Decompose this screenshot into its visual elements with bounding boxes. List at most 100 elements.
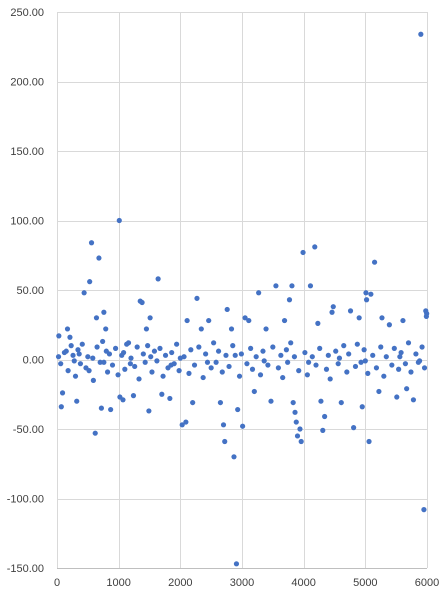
data-points-layer xyxy=(55,31,430,567)
data-point xyxy=(108,406,114,413)
data-point xyxy=(98,405,104,411)
data-point xyxy=(315,320,321,326)
data-point xyxy=(71,358,77,364)
data-point xyxy=(63,348,69,354)
data-point xyxy=(249,366,256,372)
data-point xyxy=(292,409,298,415)
data-point xyxy=(127,361,133,367)
data-point xyxy=(76,351,82,357)
data-point xyxy=(167,395,173,402)
data-point xyxy=(196,344,202,350)
data-point xyxy=(418,31,424,37)
x-tick-label: 4000 xyxy=(291,577,315,589)
data-point xyxy=(386,322,392,328)
data-point xyxy=(116,217,122,224)
data-point xyxy=(257,372,264,378)
tick-labels-layer: 0 1000 2000 3000 4000 5000 6000 250.00 200.00 150… xyxy=(7,7,440,589)
data-point xyxy=(176,368,182,374)
data-point xyxy=(217,399,224,406)
data-point xyxy=(219,369,225,375)
data-point xyxy=(290,399,296,406)
data-point xyxy=(397,354,403,360)
data-point xyxy=(270,344,276,350)
data-point xyxy=(381,373,387,379)
data-point xyxy=(169,349,175,356)
data-point xyxy=(370,352,376,358)
data-point xyxy=(230,343,236,349)
data-point xyxy=(242,315,248,321)
data-point xyxy=(130,393,137,399)
data-point xyxy=(359,404,365,410)
data-point xyxy=(313,362,319,368)
data-point xyxy=(376,388,382,395)
y-tick-label: -150.00 xyxy=(7,563,44,575)
data-point xyxy=(115,372,121,378)
data-point xyxy=(421,365,428,371)
data-point xyxy=(280,374,286,381)
x-tick-label: 2000 xyxy=(168,577,192,589)
data-point xyxy=(408,369,414,375)
data-point xyxy=(211,340,217,346)
data-point xyxy=(363,290,369,296)
data-point xyxy=(179,422,185,428)
data-point xyxy=(56,333,62,339)
data-point xyxy=(184,317,190,324)
data-point xyxy=(236,373,243,379)
data-point xyxy=(296,368,302,374)
data-point xyxy=(58,361,64,367)
data-point xyxy=(405,340,412,346)
x-tick-label: 3000 xyxy=(230,577,254,589)
data-point xyxy=(298,438,304,445)
data-point xyxy=(346,351,352,357)
data-point xyxy=(134,344,140,350)
data-point xyxy=(244,361,250,367)
data-point xyxy=(251,388,257,395)
data-point xyxy=(268,398,274,404)
data-point xyxy=(198,326,204,332)
data-point xyxy=(79,341,85,347)
data-point xyxy=(246,317,252,324)
data-point xyxy=(352,363,359,370)
data-point xyxy=(112,345,119,351)
data-point xyxy=(410,397,417,403)
data-point xyxy=(419,344,425,350)
data-point xyxy=(88,240,95,246)
data-point xyxy=(317,345,323,351)
data-point xyxy=(417,358,423,364)
data-point xyxy=(396,366,402,372)
data-point xyxy=(148,354,154,360)
data-point xyxy=(183,419,189,425)
y-tick-label: 0.00 xyxy=(23,355,44,367)
data-point xyxy=(226,363,232,370)
data-point xyxy=(398,349,404,356)
data-point xyxy=(97,359,103,365)
data-point xyxy=(140,351,146,357)
data-point xyxy=(213,359,219,365)
data-point xyxy=(190,399,196,406)
data-point xyxy=(81,290,87,296)
data-point xyxy=(322,413,328,420)
data-point xyxy=(121,349,127,356)
data-point xyxy=(191,362,198,368)
data-point xyxy=(139,299,145,306)
data-point xyxy=(235,406,241,413)
y-tick-label: 150.00 xyxy=(10,146,44,158)
data-point xyxy=(157,345,163,351)
data-point xyxy=(285,359,291,365)
data-point xyxy=(162,352,169,358)
data-point xyxy=(413,351,419,357)
data-point xyxy=(309,354,315,360)
data-point xyxy=(203,351,209,357)
data-point xyxy=(104,369,111,375)
data-point xyxy=(260,348,266,354)
data-point xyxy=(87,279,93,285)
data-point xyxy=(103,348,109,354)
data-point xyxy=(323,366,330,372)
data-point xyxy=(238,351,244,357)
data-point xyxy=(94,344,100,350)
data-point xyxy=(64,326,71,332)
data-point xyxy=(371,259,378,265)
data-point xyxy=(122,366,128,372)
data-point xyxy=(361,347,367,353)
